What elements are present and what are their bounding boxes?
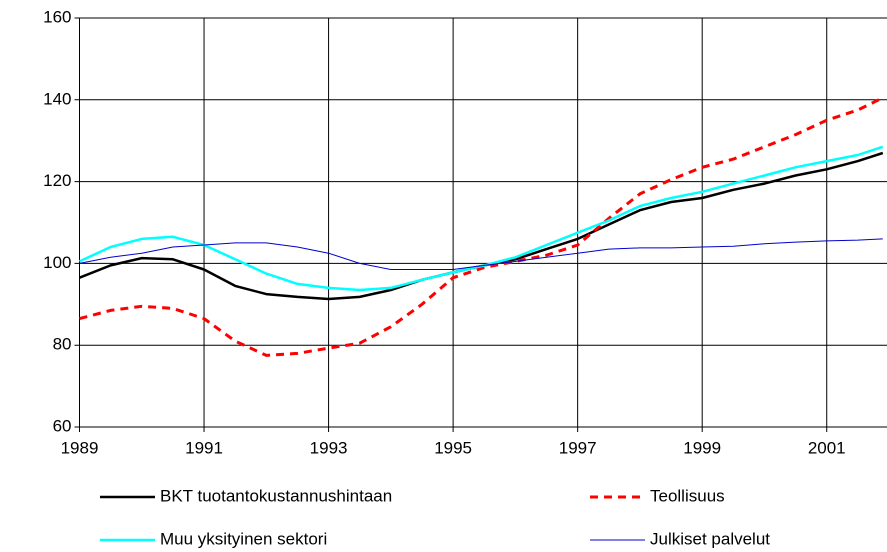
x-tick-label: 1999 — [683, 438, 721, 457]
y-tick-label: 140 — [43, 89, 71, 108]
series-line — [79, 238, 883, 270]
x-tick-label: 1993 — [310, 438, 348, 457]
y-tick-label: 120 — [43, 171, 71, 190]
y-tick-label: 160 — [43, 7, 71, 26]
x-tick-label: 1989 — [61, 438, 99, 457]
lines — [78, 96, 884, 357]
legend-label: Teollisuus — [650, 486, 725, 505]
legend: BKT tuotantokustannushintaan Teollisuus Mu… — [100, 486, 770, 548]
y-tick-label: 100 — [43, 253, 71, 272]
x-tick-label: 1995 — [434, 438, 472, 457]
x-tick-label: 2001 — [808, 438, 846, 457]
legend-label: Muu yksityinen sektori — [160, 529, 327, 548]
grid: 60 80 100 120 140 160 1989 1991 1993 1995 1997 1999… — [43, 7, 887, 457]
series-line — [79, 96, 884, 357]
x-tick-label: 1991 — [185, 438, 223, 457]
y-tick-label: 60 — [53, 416, 72, 435]
y-tick-label: 80 — [53, 335, 72, 354]
x-tick-label: 1997 — [559, 438, 597, 457]
legend-label: Julkiset palvelut — [650, 529, 770, 548]
legend-label: BKT tuotantokustannushintaan — [160, 486, 392, 505]
